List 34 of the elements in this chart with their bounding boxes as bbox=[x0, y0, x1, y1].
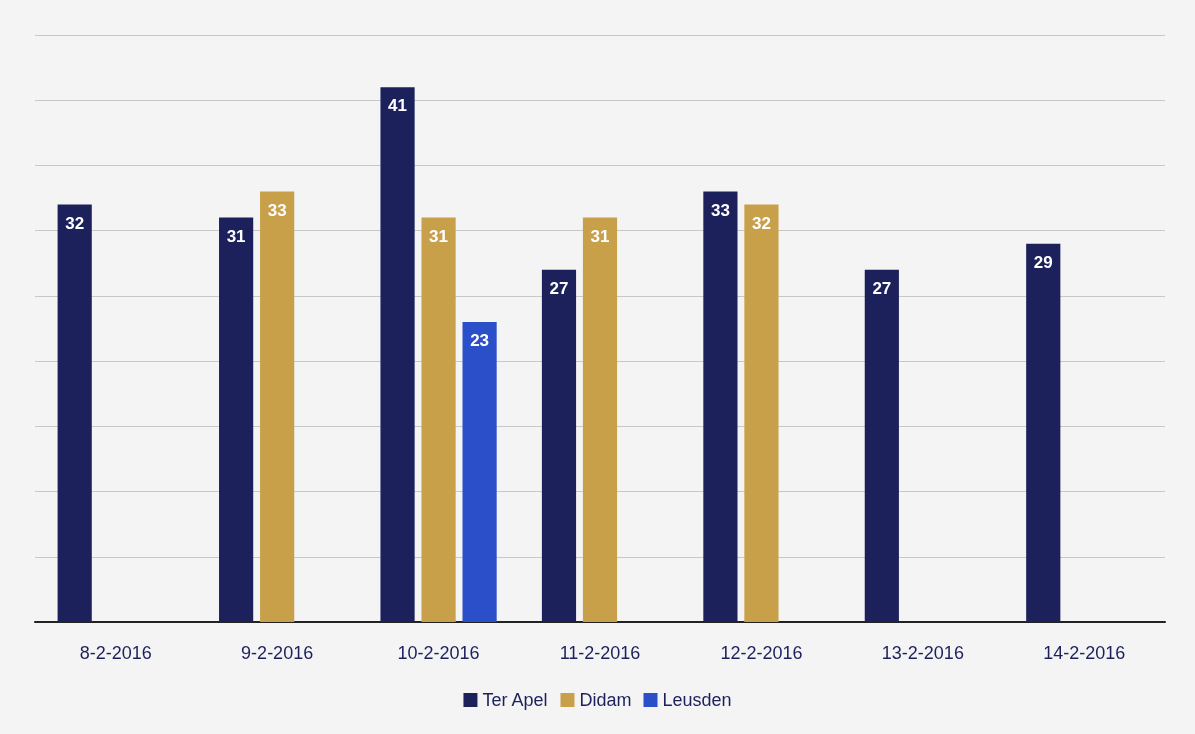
x-tick-label: 9-2-2016 bbox=[241, 643, 314, 663]
data-label: 27 bbox=[549, 278, 569, 298]
bar bbox=[219, 217, 254, 622]
legend-label: Leusden bbox=[662, 690, 732, 710]
legend-label: Didam bbox=[579, 690, 632, 710]
bar bbox=[582, 217, 618, 622]
data-label: 32 bbox=[65, 213, 85, 233]
x-tick-label: 13-2-2016 bbox=[881, 643, 964, 663]
data-label: 23 bbox=[470, 330, 490, 350]
bar bbox=[462, 321, 497, 622]
bar bbox=[864, 269, 899, 622]
data-label: 27 bbox=[872, 278, 892, 298]
bar bbox=[703, 191, 738, 622]
x-tick-label: 11-2-2016 bbox=[559, 643, 641, 663]
data-label: 33 bbox=[267, 200, 287, 220]
data-label: 31 bbox=[590, 226, 610, 246]
bar bbox=[380, 87, 415, 622]
data-label: 32 bbox=[751, 213, 771, 233]
data-label: 31 bbox=[429, 226, 449, 246]
x-tick-label: 10-2-2016 bbox=[397, 643, 480, 663]
x-tick-label: 14-2-2016 bbox=[1043, 643, 1126, 663]
bar bbox=[1026, 243, 1061, 622]
bar bbox=[744, 204, 779, 622]
data-label: 33 bbox=[710, 200, 730, 220]
x-tick-label: 8-2-2016 bbox=[79, 643, 152, 663]
bar bbox=[541, 269, 577, 622]
data-label: 31 bbox=[226, 226, 246, 246]
legend-label: Ter Apel bbox=[482, 690, 548, 710]
bar bbox=[421, 217, 456, 622]
bar bbox=[260, 191, 295, 622]
data-label: 41 bbox=[388, 96, 408, 116]
bar bbox=[57, 204, 92, 622]
x-tick-label: 12-2-2016 bbox=[720, 643, 803, 663]
data-label: 29 bbox=[1033, 252, 1053, 272]
